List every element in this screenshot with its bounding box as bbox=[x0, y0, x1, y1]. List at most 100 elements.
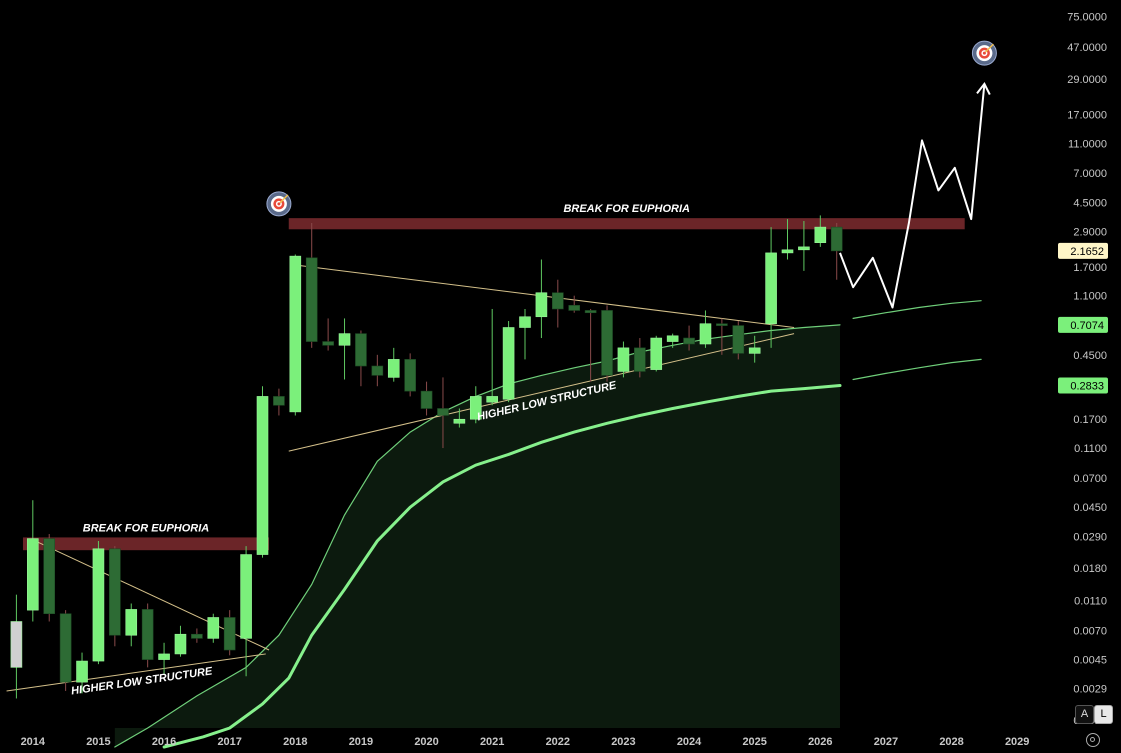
candle-body bbox=[322, 341, 334, 346]
candle-body bbox=[650, 337, 663, 370]
price-tick-label: 7.0000 bbox=[1073, 168, 1107, 180]
candle-body bbox=[158, 653, 170, 660]
candle-body bbox=[552, 292, 564, 310]
price-tick-label: 0.4500 bbox=[1073, 350, 1107, 362]
candle-body bbox=[305, 257, 318, 342]
resistance-zones bbox=[22, 218, 965, 551]
candle-body bbox=[355, 333, 367, 367]
price-badge-label: 0.7074 bbox=[1070, 320, 1104, 332]
trendline-label: HIGHER LOW STRUCTURE bbox=[70, 665, 213, 697]
candle-body bbox=[453, 418, 466, 424]
time-tick-label: 2019 bbox=[349, 736, 373, 748]
candle-body bbox=[748, 347, 761, 354]
time-tick-label: 2020 bbox=[414, 736, 438, 748]
price-tick-label: 0.0450 bbox=[1073, 502, 1107, 514]
price-tick-label: 0.0700 bbox=[1073, 473, 1107, 485]
time-tick-label: 2025 bbox=[742, 736, 766, 748]
candle-body bbox=[568, 305, 581, 311]
candle-body bbox=[59, 613, 72, 683]
candle-body bbox=[798, 246, 810, 251]
price-badge-label: 0.2833 bbox=[1070, 380, 1104, 392]
trendline bbox=[288, 333, 795, 452]
candle-body bbox=[207, 617, 220, 639]
projection-arrowhead bbox=[976, 82, 991, 96]
candle-body bbox=[781, 249, 794, 254]
candle-body bbox=[141, 609, 154, 660]
auto-scale-button[interactable]: A bbox=[1075, 705, 1094, 724]
price-tick-label: 47.0000 bbox=[1067, 42, 1107, 54]
log-scale-button[interactable]: L bbox=[1094, 705, 1113, 724]
support-curve bbox=[852, 300, 982, 319]
candle-body bbox=[699, 323, 712, 345]
time-tick-label: 2017 bbox=[217, 736, 241, 748]
candle-body bbox=[27, 538, 39, 611]
time-tick-label: 2016 bbox=[152, 736, 176, 748]
euphoria-zone bbox=[22, 537, 270, 551]
time-tick-label: 2024 bbox=[677, 736, 702, 748]
zone-label: BREAK FOR EUPHORIA bbox=[563, 203, 690, 215]
support-curve bbox=[852, 358, 982, 381]
price-badge-label: 2.1652 bbox=[1070, 246, 1104, 258]
time-tick-label: 2015 bbox=[86, 736, 110, 748]
price-tick-label: 75.0000 bbox=[1067, 11, 1107, 23]
settings-icon[interactable] bbox=[1086, 733, 1100, 747]
candle-body bbox=[535, 292, 548, 318]
candle-body bbox=[240, 554, 252, 639]
candle-body bbox=[404, 359, 416, 392]
candle-body bbox=[338, 333, 351, 346]
candle-body bbox=[76, 660, 88, 683]
candle-body bbox=[273, 396, 285, 406]
price-badge bbox=[1058, 242, 1108, 259]
price-tick-label: 0.0070 bbox=[1073, 625, 1107, 637]
price-tick-label: 2.9000 bbox=[1073, 227, 1107, 239]
candle-body bbox=[584, 310, 597, 314]
shaded-area bbox=[114, 324, 841, 747]
candle-body bbox=[420, 390, 433, 409]
price-tick-label: 0.0180 bbox=[1073, 563, 1107, 575]
time-tick-label: 2027 bbox=[874, 736, 898, 748]
price-tick-label: 0.0045 bbox=[1073, 655, 1107, 667]
candle-body bbox=[256, 396, 269, 555]
time-tick-label: 2022 bbox=[546, 736, 570, 748]
price-tick-label: 0.0290 bbox=[1073, 531, 1107, 543]
projection-path bbox=[839, 82, 991, 309]
time-tick-label: 2021 bbox=[480, 736, 504, 748]
target-icons bbox=[266, 40, 997, 217]
candle-body bbox=[223, 617, 236, 651]
candle-body bbox=[387, 359, 400, 378]
candle-body bbox=[289, 255, 302, 413]
price-tick-label: 11.0000 bbox=[1068, 138, 1107, 150]
candle-body bbox=[502, 327, 515, 400]
candle-body bbox=[469, 396, 482, 420]
time-tick-label: 2023 bbox=[611, 736, 635, 748]
candle-body bbox=[486, 396, 498, 403]
time-axis[interactable]: 2014 2015 2016 2017 2018 2019 2020 2021 2022 2023… bbox=[21, 736, 1030, 748]
candle-body bbox=[765, 252, 777, 325]
candle-body bbox=[732, 325, 745, 354]
price-tick-label: 1.7000 bbox=[1073, 262, 1107, 274]
price-tick-label: 1.1000 bbox=[1073, 291, 1107, 303]
support-curve bbox=[162, 384, 842, 749]
candle-body bbox=[174, 633, 187, 655]
shaded-region bbox=[114, 324, 841, 747]
zone-label: BREAK FOR EUPHORIA bbox=[83, 522, 210, 534]
price-axis[interactable]: 75.0000 47.0000 29.0000 17.0000 11.0000 7.000… bbox=[1067, 11, 1107, 727]
candle-body bbox=[666, 335, 679, 342]
trendline bbox=[6, 653, 266, 692]
candle-body bbox=[125, 609, 138, 636]
candle-body bbox=[109, 548, 121, 636]
time-tick-label: 2026 bbox=[808, 736, 832, 748]
candle-body bbox=[519, 316, 531, 328]
candle-body bbox=[191, 633, 203, 639]
candle-body bbox=[437, 408, 449, 416]
time-tick-label: 2018 bbox=[283, 736, 307, 748]
time-tick-label: 2014 bbox=[21, 736, 46, 748]
candle-body bbox=[814, 226, 827, 243]
candle-body bbox=[371, 365, 384, 376]
time-tick-label: 2029 bbox=[1005, 736, 1029, 748]
euphoria-zone bbox=[288, 218, 965, 230]
candle-body bbox=[10, 621, 23, 668]
price-tick-label: 0.0110 bbox=[1074, 595, 1107, 607]
candle-body bbox=[43, 538, 56, 615]
